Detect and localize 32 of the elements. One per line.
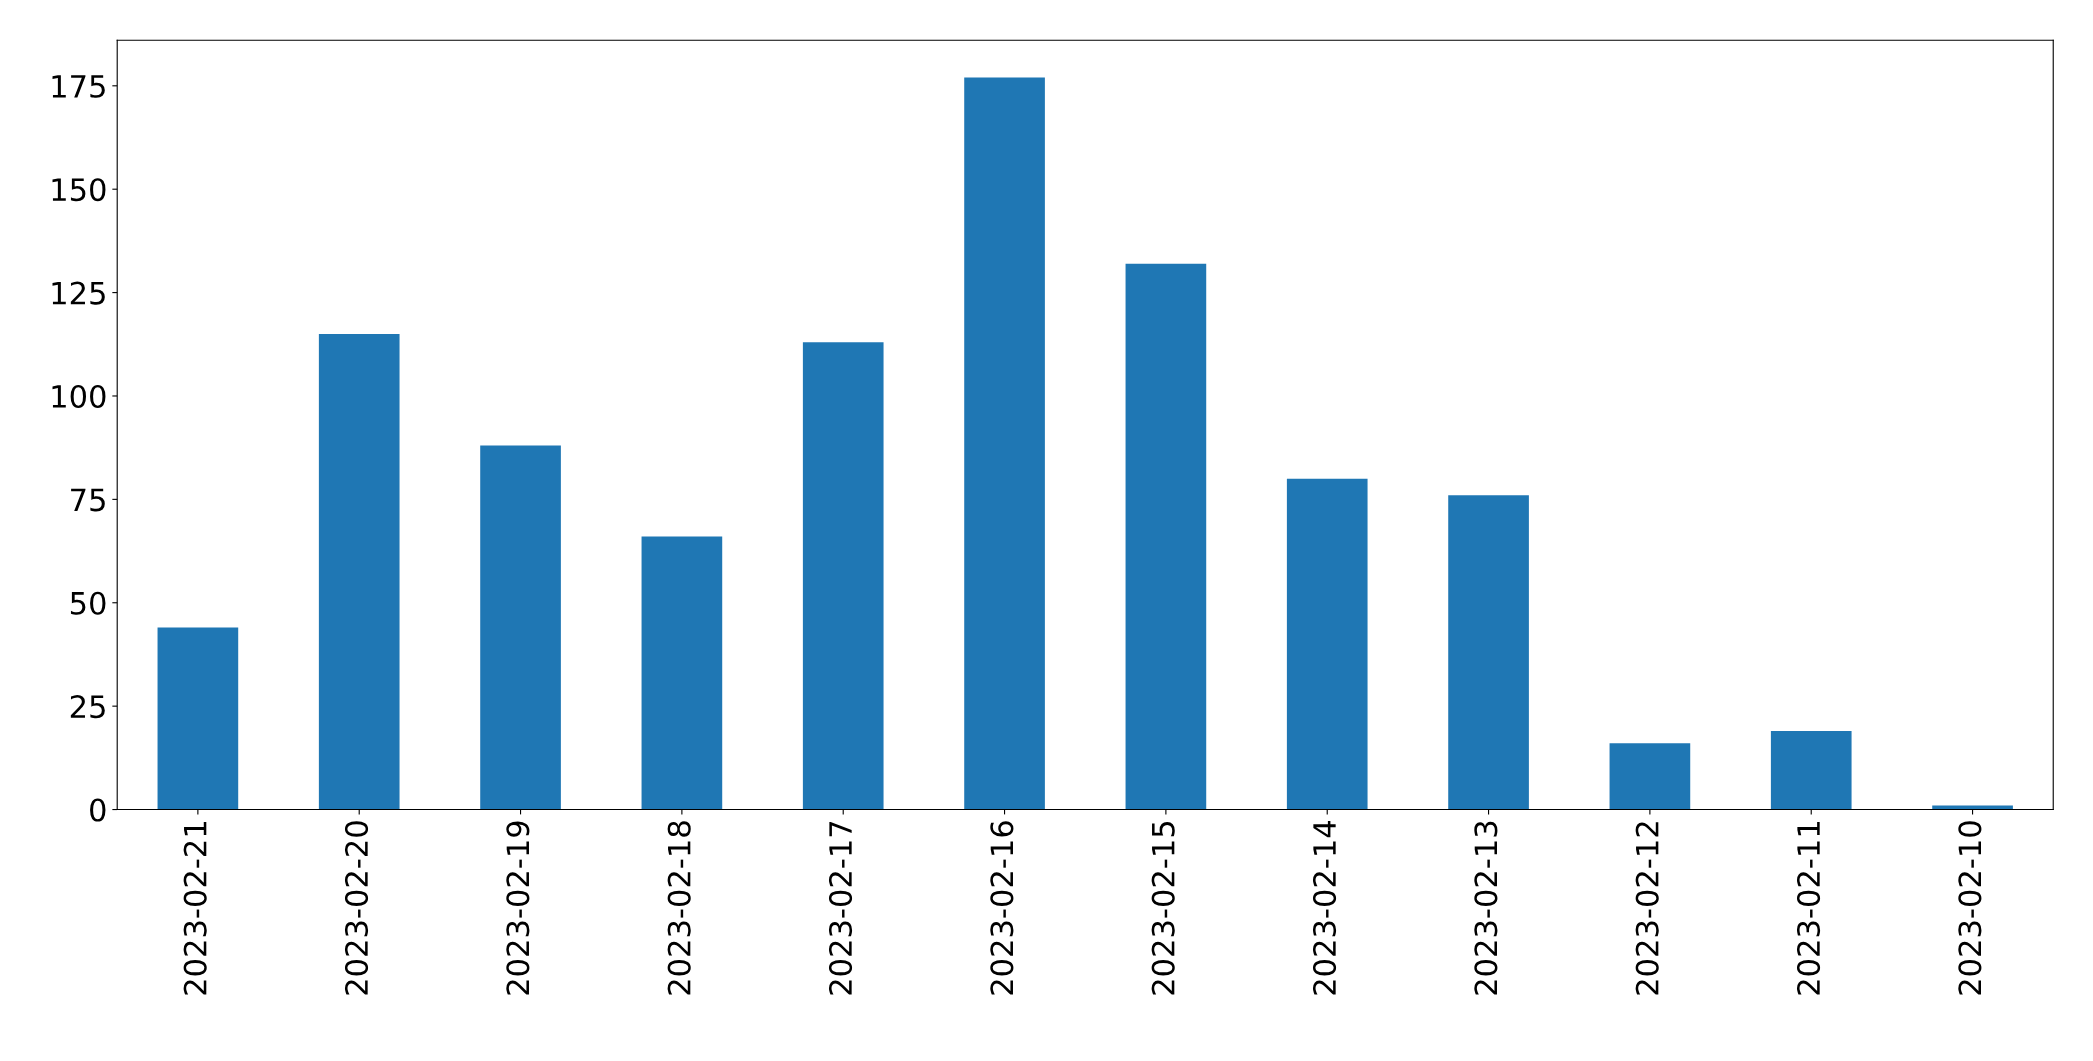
- bar: [1125, 263, 1207, 810]
- y-tick-label: 25: [70, 695, 105, 719]
- y-tick-label: 150: [52, 178, 106, 202]
- x-tick-label: 2023-02-17: [828, 821, 853, 995]
- x-tick-label: 2023-02-15: [1151, 821, 1175, 995]
- bar: [641, 536, 723, 810]
- y-tick-label: 125: [52, 281, 105, 305]
- bar: [802, 342, 884, 810]
- y-tick-label: 100: [52, 384, 106, 409]
- bar: [964, 77, 1045, 810]
- x-tick-label: 2023-02-13: [1474, 821, 1498, 995]
- bar: [1609, 743, 1691, 810]
- bar: [1448, 495, 1529, 810]
- x-tick-label: 2023-02-11: [1796, 822, 1821, 995]
- x-tick-label: 2023-02-19: [506, 821, 530, 995]
- x-tick-label: 2023-02-21: [183, 822, 207, 995]
- x-tick-label: 2023-02-10: [1958, 821, 1982, 995]
- bar: [480, 445, 561, 810]
- y-tick-label: 75: [71, 488, 105, 512]
- y-tick-label: 50: [70, 591, 106, 615]
- bar: [1286, 478, 1368, 810]
- x-tick-label: 2023-02-12: [1635, 822, 1659, 995]
- bar: [157, 627, 239, 810]
- y-tick-label: 0: [90, 798, 106, 822]
- x-tick-label: 2023-02-14: [1312, 820, 1337, 995]
- bar: [318, 333, 400, 810]
- x-tick-label: 2023-02-20: [344, 821, 369, 995]
- bar: [1770, 730, 1852, 810]
- bar: [1932, 805, 2013, 810]
- x-tick-label: 2023-02-16: [990, 821, 1014, 995]
- x-tick-label: 2023-02-18: [667, 821, 691, 995]
- y-tick-label: 175: [52, 75, 105, 98]
